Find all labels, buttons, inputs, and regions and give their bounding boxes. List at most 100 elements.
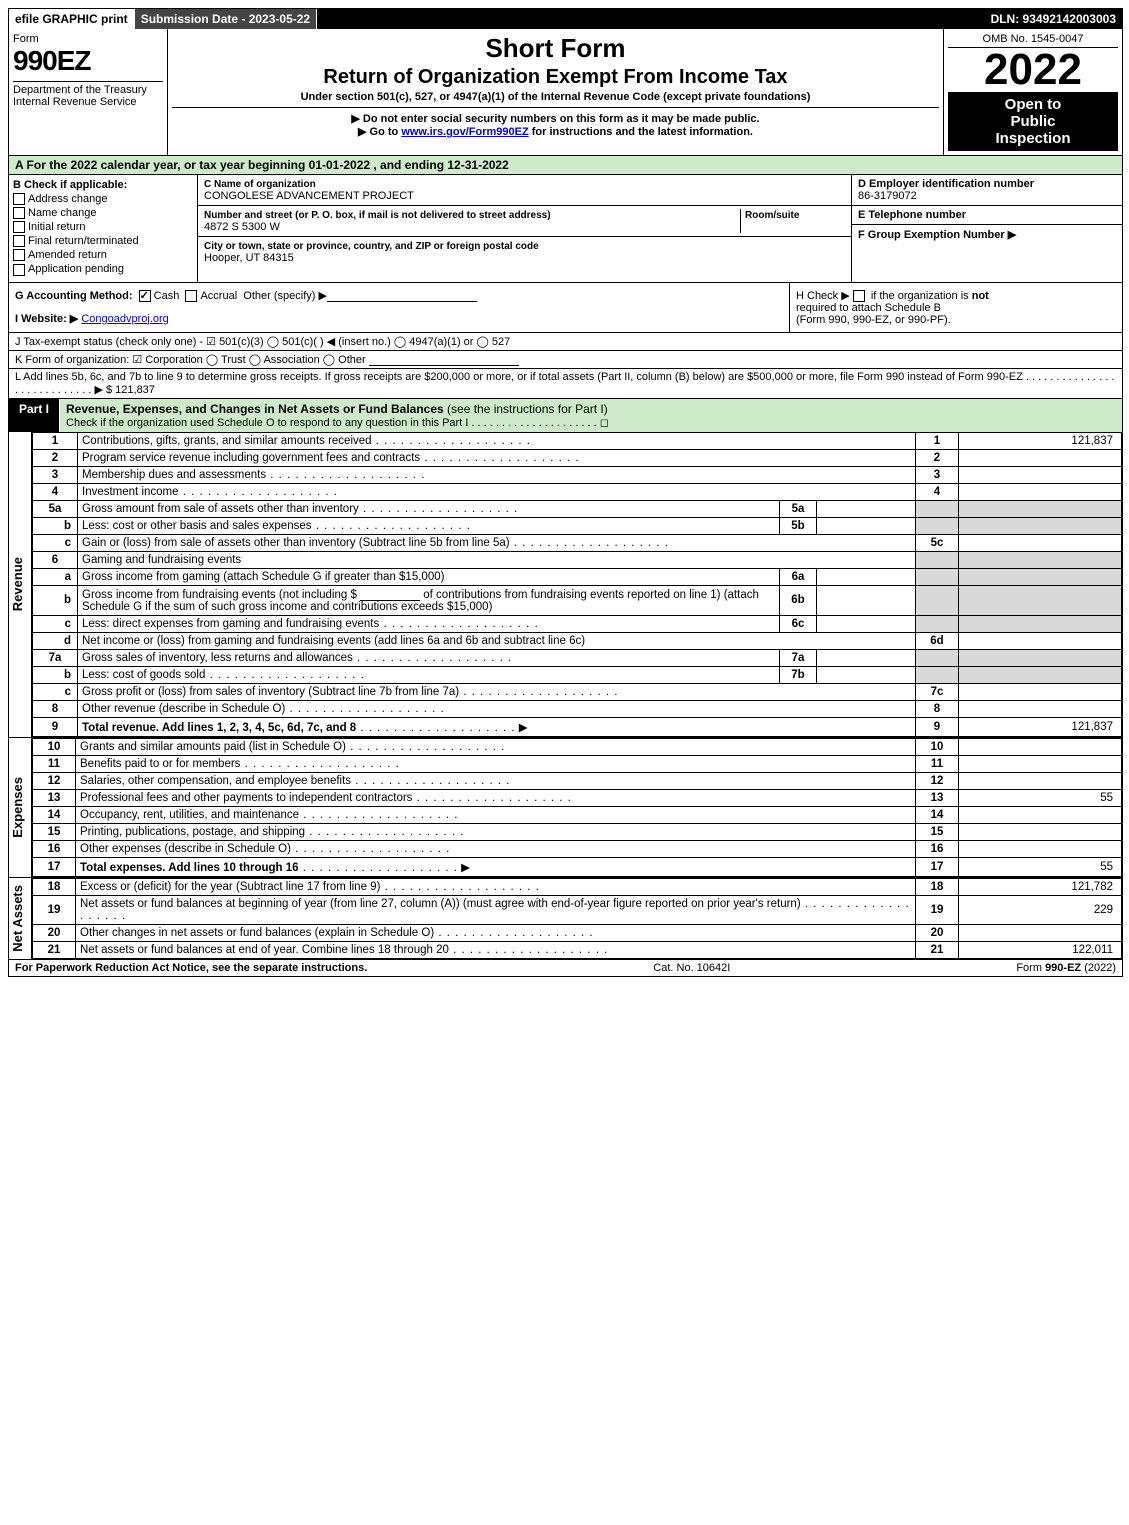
line-6c-no: c: [33, 615, 78, 632]
line-17-desc: Total expenses. Add lines 10 through 16: [80, 862, 299, 874]
line-5b-no: b: [33, 517, 78, 534]
goto-link[interactable]: www.irs.gov/Form990EZ: [401, 126, 528, 138]
line-3-val: [959, 466, 1122, 483]
header-center: Short Form Return of Organization Exempt…: [168, 29, 944, 155]
chk-accrual[interactable]: [185, 290, 197, 302]
line-20-val: [959, 924, 1122, 941]
form-title: Short Form: [172, 33, 939, 64]
under-section: Under section 501(c), 527, or 4947(a)(1)…: [172, 91, 939, 103]
row-g: G Accounting Method: Cash Accrual Other …: [9, 283, 789, 332]
open-line1: Open to: [952, 96, 1114, 113]
line-7b-rno: [916, 666, 959, 683]
goto-post: for instructions and the latest informat…: [529, 126, 753, 138]
line-5a-desc: Gross amount from sale of assets other t…: [82, 503, 518, 515]
line-19: 19 Net assets or fund balances at beginn…: [33, 895, 1122, 924]
chk-name-change[interactable]: Name change: [13, 207, 193, 219]
line-6a: a Gross income from gaming (attach Sched…: [33, 568, 1122, 585]
line-6c-midval: [817, 615, 916, 632]
line-7c-no: c: [33, 683, 78, 700]
row-gh: G Accounting Method: Cash Accrual Other …: [9, 283, 1122, 333]
line-8-no: 8: [33, 700, 78, 717]
chk-address-change[interactable]: Address change: [13, 193, 193, 205]
line-14-desc: Occupancy, rent, utilities, and maintena…: [80, 809, 458, 821]
line-17-no: 17: [33, 857, 76, 876]
box-b: B Check if applicable: Address change Na…: [9, 175, 198, 282]
line-7b-rval: [959, 666, 1122, 683]
row-l: L Add lines 5b, 6c, and 7b to line 9 to …: [9, 369, 1122, 399]
footer-right-bold: 990-EZ: [1045, 962, 1081, 974]
chk-application-pending[interactable]: Application pending: [13, 263, 193, 275]
line-8-desc: Other revenue (describe in Schedule O): [82, 703, 445, 715]
line-15-val: [959, 823, 1122, 840]
chk-amended-return[interactable]: Amended return: [13, 249, 193, 261]
group-exempt-label: F Group Exemption Number ▶: [858, 228, 1116, 241]
line-12-rno: 12: [916, 772, 959, 789]
footer-catno: Cat. No. 10642I: [367, 962, 1016, 974]
line-7b-no: b: [33, 666, 78, 683]
line-6b-rval: [959, 585, 1122, 615]
line-9: 9 Total revenue. Add lines 1, 2, 3, 4, 5…: [33, 717, 1122, 736]
city-value: Hooper, UT 84315: [204, 252, 294, 264]
box-def: D Employer identification number 86-3179…: [852, 175, 1122, 282]
line-17-rno: 17: [916, 857, 959, 876]
tax-year: 2022: [948, 48, 1118, 92]
line-9-no: 9: [33, 717, 78, 736]
h-post: if the organization is: [868, 290, 972, 302]
chk-initial-return[interactable]: Initial return: [13, 221, 193, 233]
line-6d-desc: Net income or (loss) from gaming and fun…: [78, 632, 916, 649]
chk-name-change-label: Name change: [28, 207, 97, 219]
line-6a-rno: [916, 568, 959, 585]
line-4-rno: 4: [916, 483, 959, 500]
part1-title: Revenue, Expenses, and Changes in Net As…: [60, 399, 1122, 432]
expenses-section: Expenses 10 Grants and similar amounts p…: [9, 738, 1122, 878]
line-18-no: 18: [33, 878, 76, 895]
line-5a: 5a Gross amount from sale of assets othe…: [33, 500, 1122, 517]
other-org-field[interactable]: [369, 353, 519, 366]
line-11-no: 11: [33, 755, 76, 772]
part1-checkline: Check if the organization used Schedule …: [66, 416, 1116, 429]
line-18-val: 121,782: [959, 878, 1122, 895]
line-1-desc: Contributions, gifts, grants, and simila…: [82, 435, 531, 447]
info-block: B Check if applicable: Address change Na…: [9, 175, 1122, 283]
line-1: 1 Contributions, gifts, grants, and simi…: [33, 432, 1122, 449]
open-public-badge: Open to Public Inspection: [948, 92, 1118, 151]
line-6b-midval: [817, 585, 916, 615]
form-number: 990EZ: [13, 45, 163, 77]
chk-application-pending-label: Application pending: [28, 263, 124, 275]
line-1-val: 121,837: [959, 432, 1122, 449]
goto-line: ▶ Go to www.irs.gov/Form990EZ for instru…: [172, 125, 939, 138]
line-7a-midval: [817, 649, 916, 666]
chk-schedule-b[interactable]: [853, 290, 865, 302]
h-end2: (Form 990, 990-EZ, or 990-PF).: [796, 314, 951, 326]
line-6-rno: [916, 551, 959, 568]
line-6a-mid: 6a: [780, 568, 817, 585]
chk-final-return[interactable]: Final return/terminated: [13, 235, 193, 247]
line-6b-blank[interactable]: [360, 588, 420, 601]
city-label: City or town, state or province, country…: [204, 241, 539, 252]
line-6d-val: [959, 632, 1122, 649]
line-12-no: 12: [33, 772, 76, 789]
chk-cash[interactable]: [139, 290, 151, 302]
line-6b-desc: Gross income from fundraising events (no…: [78, 585, 780, 615]
footer: For Paperwork Reduction Act Notice, see …: [9, 960, 1122, 976]
chk-final-return-label: Final return/terminated: [28, 235, 139, 247]
line-7a-desc: Gross sales of inventory, less returns a…: [82, 652, 512, 664]
row-k: K Form of organization: ☑ Corporation ◯ …: [9, 351, 1122, 369]
line-3-rno: 3: [916, 466, 959, 483]
website-link[interactable]: Congoadvproj.org: [81, 313, 168, 325]
line-13-no: 13: [33, 789, 76, 806]
line-6b-no: b: [33, 585, 78, 615]
room-label: Room/suite: [745, 210, 799, 221]
line-7c-val: [959, 683, 1122, 700]
line-7a-mid: 7a: [780, 649, 817, 666]
line-10-val: [959, 738, 1122, 755]
line-18: 18 Excess or (deficit) for the year (Sub…: [33, 878, 1122, 895]
line-7b-midval: [817, 666, 916, 683]
line-10-rno: 10: [916, 738, 959, 755]
dept-label: Department of the Treasury: [13, 84, 163, 96]
other-specify-field[interactable]: [327, 289, 477, 302]
line-6b-desc-pre: Gross income from fundraising events (no…: [82, 589, 357, 601]
line-4: 4 Investment income 4: [33, 483, 1122, 500]
netassets-table: 18 Excess or (deficit) for the year (Sub…: [32, 878, 1122, 959]
line-13-rno: 13: [916, 789, 959, 806]
